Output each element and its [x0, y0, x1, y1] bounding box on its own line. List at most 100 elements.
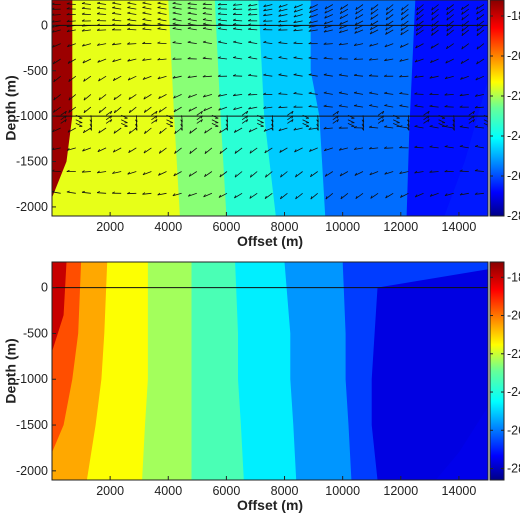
quiver-arrow-head — [476, 61, 479, 65]
quiver-arrow-head — [202, 18, 206, 20]
quiver-arrow — [263, 42, 273, 44]
quiver-arrow-head — [278, 14, 282, 17]
quiver-arrow — [393, 123, 400, 127]
quiver-arrow-head — [308, 29, 312, 32]
quiver-arrow-head — [429, 145, 433, 148]
quiver-arrow-head — [217, 56, 221, 59]
quiver-arrow-head — [459, 93, 463, 97]
quiver-arrow-head — [128, 96, 131, 100]
quiver-arrow — [399, 58, 409, 62]
quiver-arrow-head — [278, 128, 282, 132]
quiver-arrow-head — [112, 18, 116, 21]
quiver-arrow-head — [308, 104, 312, 107]
quiver-arrow — [475, 75, 485, 81]
top-panel-y-ticks: 0 -500 -1000 -1500 -2000 — [16, 18, 56, 214]
quiver-arrow — [370, 25, 379, 31]
quiver-arrow — [233, 106, 243, 111]
quiver-arrow-head — [431, 11, 434, 15]
quiver-arrow-head — [66, 19, 70, 23]
quiver-arrow-head — [112, 191, 115, 194]
contour-region — [52, 262, 67, 480]
x-tick-label: 8000 — [271, 220, 299, 234]
quiver-arrow — [97, 13, 107, 15]
quiver-arrow — [429, 105, 439, 108]
quiver-arrow — [308, 127, 318, 130]
y-tick-label: -500 — [23, 326, 48, 340]
quiver-arrow — [308, 106, 318, 108]
quiver-arrow — [128, 147, 137, 154]
quiver-arrow — [460, 75, 469, 80]
quiver-arrow — [429, 192, 439, 197]
quiver-arrow — [354, 25, 364, 30]
quiver-arrow — [234, 127, 243, 133]
quiver-arrow-head — [340, 6, 343, 10]
quiver-arrow-head — [280, 174, 282, 178]
quiver-arrow — [157, 7, 167, 10]
quiver-arrow-head — [217, 7, 221, 10]
quiver-arrow — [204, 127, 213, 134]
quiver-arrow-head — [446, 11, 449, 15]
quiver-arrow-head — [81, 2, 85, 4]
quiver-arrow-head — [127, 27, 131, 30]
quiver-arrow — [444, 146, 454, 149]
quiver-arrow-head — [142, 172, 146, 176]
quiver-arrow — [97, 147, 107, 153]
quiver-arrow-head — [157, 76, 161, 80]
quiver-arrow-head — [249, 150, 252, 154]
quiver-arrow — [339, 8, 349, 15]
quiver-arrow-head — [128, 149, 131, 153]
quiver-arrow-head — [474, 125, 478, 128]
quiver-arrow-head — [414, 75, 418, 78]
quiver-arrow-head — [67, 44, 70, 47]
quiver-arrow — [474, 192, 484, 195]
quiver-arrow — [60, 119, 67, 124]
bottom-panel: 2000 4000 6000 8000 10000 12000 14000 0 -500 -10… — [3, 261, 520, 513]
quiver-arrow — [340, 4, 349, 10]
quiver-arrow — [173, 94, 182, 99]
quiver-arrow — [461, 4, 470, 11]
quiver-arrow — [157, 18, 167, 22]
quiver-arrow — [52, 127, 61, 133]
quiver-arrow-head — [112, 149, 116, 153]
quiver-arrow — [400, 29, 409, 36]
quiver-arrow — [151, 110, 158, 116]
quiver-arrow-head — [83, 97, 86, 101]
quiver-arrow-head — [368, 146, 372, 150]
quiver-arrow-head — [354, 30, 357, 34]
quiver-arrow-head — [384, 104, 388, 106]
quiver-arrow-head — [338, 91, 343, 94]
quiver-arrow — [248, 75, 258, 77]
quiver-arrow — [66, 20, 76, 23]
quiver-arrow — [370, 4, 379, 11]
quiver-arrow — [278, 14, 288, 17]
quiver-arrow-head — [248, 23, 252, 26]
bottom-panel-x-ticks: 2000 4000 6000 8000 10000 12000 14000 — [96, 476, 476, 498]
quiver-arrow — [385, 8, 394, 16]
quiver-arrow-head — [172, 6, 176, 9]
quiver-arrow-head — [399, 104, 403, 107]
quiver-arrow-head — [112, 23, 116, 26]
quiver-arrow-head — [219, 130, 222, 134]
quiver-arrow-head — [187, 11, 191, 14]
quiver-arrow — [414, 75, 424, 78]
quiver-arrow — [385, 192, 394, 199]
quiver-arrow — [203, 106, 213, 112]
quiver-arrow-head — [53, 109, 56, 113]
quiver-arrow-head — [127, 6, 131, 8]
quiver-arrow — [158, 106, 167, 113]
quiver-arrow-head — [249, 174, 252, 178]
quiver-arrow-head — [323, 42, 327, 45]
quiver-arrow — [188, 106, 197, 112]
y-tick-label: -1500 — [16, 155, 48, 169]
quiver-arrow-head — [353, 73, 357, 76]
quiver-arrow — [476, 58, 485, 65]
quiver-arrow-head — [203, 108, 206, 112]
quiver-arrow — [377, 110, 385, 116]
quiver-arrow — [399, 75, 409, 78]
quiver-arrow-head — [309, 5, 312, 9]
quiver-arrow — [112, 7, 122, 10]
quiver-arrow-head — [339, 173, 343, 177]
quiver-arrow-head — [354, 26, 357, 30]
quiver-arrow-head — [142, 11, 146, 14]
